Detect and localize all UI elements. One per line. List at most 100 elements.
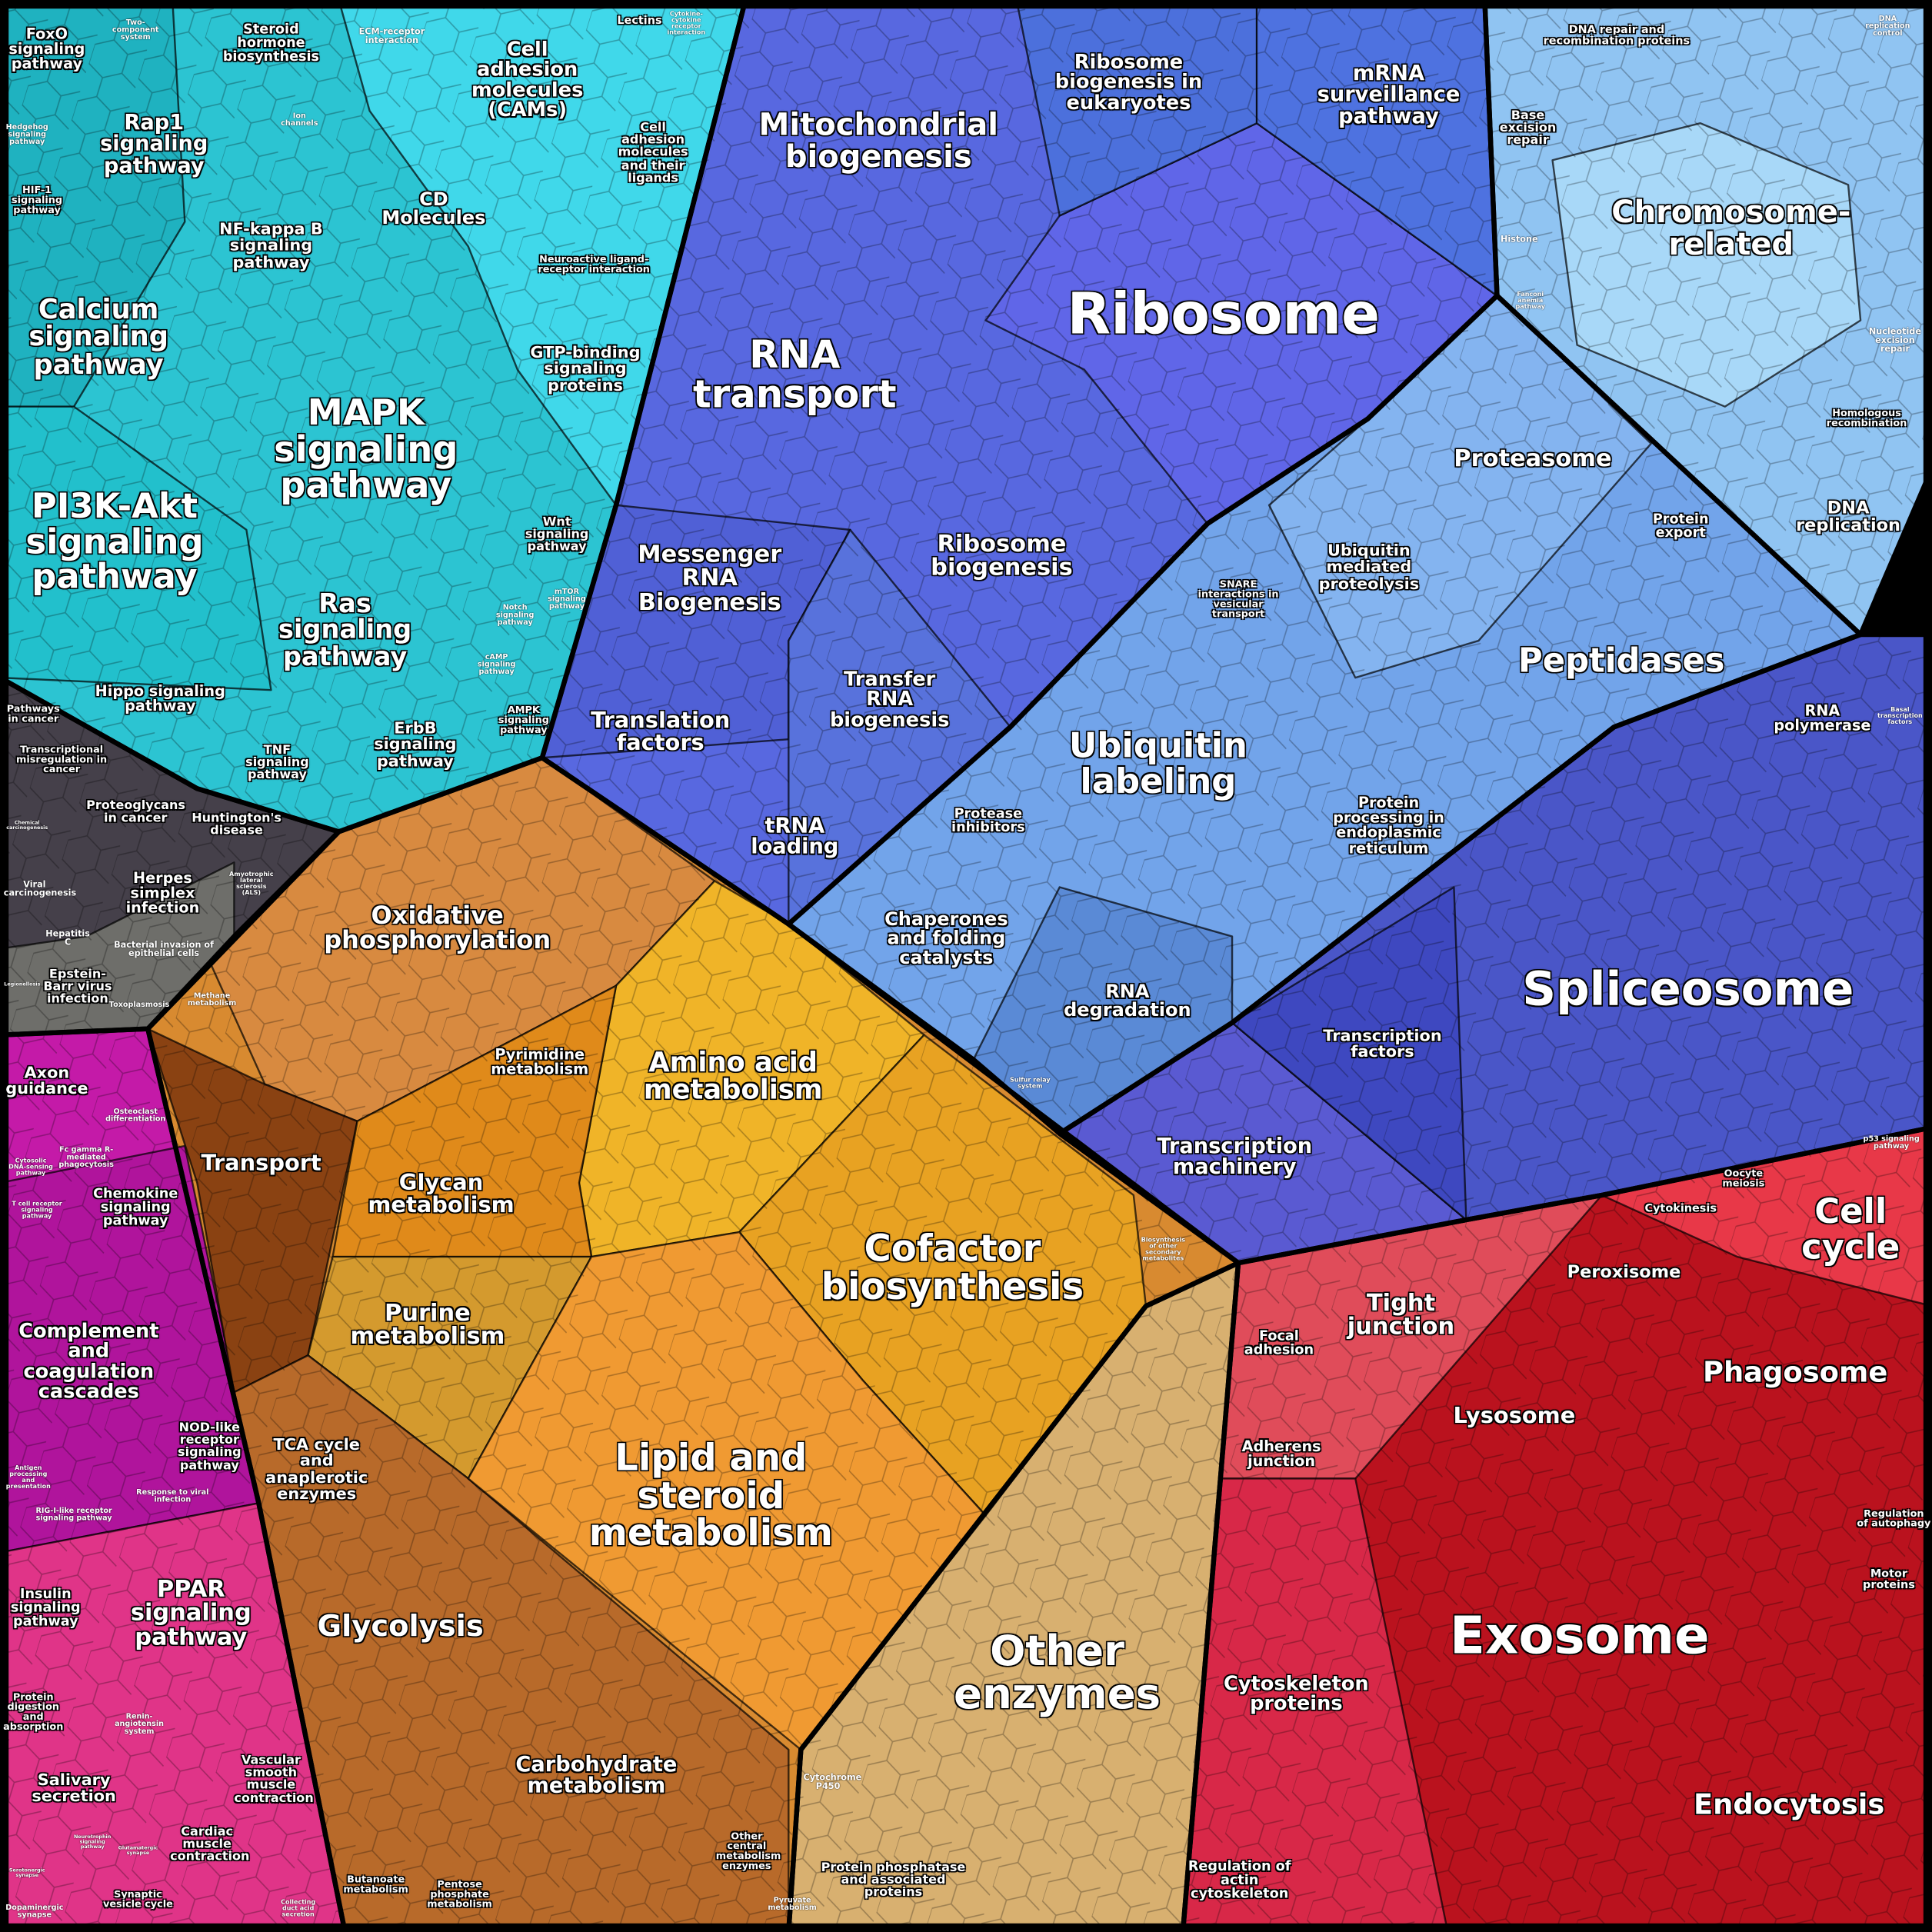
pathway-label: Chromosome-related — [1611, 194, 1851, 261]
pathway-label: Calcium signaling pathway — [28, 295, 168, 381]
pathway-label: Oocyte meiosis — [1722, 1168, 1765, 1189]
pathway-label: Transport — [201, 1151, 321, 1177]
pathway-label: Transcriptional misregulation in cancer — [16, 744, 108, 775]
pathway-label: TNF signaling pathway — [245, 744, 309, 783]
pathway-label: tRNA loading — [751, 814, 839, 861]
pathway-label: Ion channels — [281, 112, 318, 128]
pathway-label: MAPK signaling pathway — [274, 391, 458, 507]
pathway-label: Cell adhesion molecules and their ligand… — [618, 121, 688, 185]
pathway-label: RIG-I-like receptor signaling pathway — [35, 1507, 112, 1524]
pathway-label: Cytokinesis — [1644, 1203, 1717, 1216]
pathway-label: Pentose phosphate metabolism — [427, 1878, 492, 1910]
pathway-label: Pathways in cancer — [6, 703, 60, 725]
pathway-label: Proteasome — [1454, 445, 1612, 473]
pathway-label: Glutamatergic synapse — [118, 1844, 158, 1856]
pathway-label: Steroid hormone biosynthesis — [222, 21, 320, 65]
pathway-label: Regulation of autophagy — [1857, 1507, 1931, 1530]
pathway-label: Lectins — [617, 15, 662, 28]
pathway-label: TCA cycle and anaplerotic enzymes — [265, 1436, 368, 1504]
pathway-label: Protease inhibitors — [951, 805, 1025, 836]
pathway-label: Fc gamma R-mediated phagocytosis — [58, 1145, 114, 1170]
pathway-label: Protein phosphatase and associated prote… — [821, 1861, 966, 1900]
pathway-label: Cytochrome P450 — [803, 1773, 862, 1792]
pathway-label: Pyruvate metabolism — [768, 1896, 817, 1913]
pathway-label: Ubiquitin mediated proteolysis — [1318, 542, 1420, 594]
pathway-label: Hepatitis C — [45, 928, 90, 948]
pathway-label: Cell cycle — [1801, 1191, 1900, 1267]
pathway-label: Focal adhesion — [1244, 1327, 1314, 1358]
region-border — [786, 1260, 1241, 1932]
pathway-label: Hippo signaling pathway — [95, 682, 225, 715]
pathway-label: Rap1 signaling pathway — [100, 111, 208, 178]
pathway-label: Complement and coagulation cascades — [18, 1318, 159, 1403]
pathway-label: NF-kappa B signaling pathway — [219, 220, 323, 272]
pathway-label: Glycolysis — [317, 1608, 484, 1644]
pathway-label: Base excision repair — [1499, 109, 1557, 148]
pathway-label: DNA repair and recombination proteins — [1543, 24, 1690, 48]
pathway-label: Chaperones and folding catalysts — [884, 908, 1008, 968]
pathway-label: Regulation of actin cytoskeleton — [1188, 1858, 1291, 1902]
pathway-label: Glycan metabolism — [368, 1170, 515, 1219]
pathway-label: Toxoplasmosis — [108, 1000, 170, 1009]
pathway-label: Protein processing in endoplasmic reticu… — [1333, 794, 1444, 857]
pathway-label: Peptidases — [1518, 642, 1725, 681]
pathway-label: Vascular smooth muscle contraction — [234, 1754, 314, 1806]
pathway-label: Osteoclast differentiation — [105, 1108, 166, 1124]
pathway-label: Motor proteins — [1863, 1568, 1915, 1592]
region-border — [1482, 0, 1932, 638]
pathway-label: Protein digestion and absorption — [3, 1691, 64, 1733]
pathway-label: SNARE interactions in vesicular transpor… — [1198, 578, 1279, 621]
pathway-label: Transfer RNA biogenesis — [829, 667, 950, 731]
pathway-label: Chemokine signaling pathway — [93, 1185, 178, 1230]
pathway-label: Butanoate metabolism — [343, 1874, 408, 1895]
pathway-label: Carbohydrate metabolism — [515, 1753, 678, 1799]
pathway-label: Fanconi anemia pathway — [1515, 291, 1545, 311]
pathway-label: Chemical carcinogenesis — [6, 819, 48, 831]
pathway-label: Salivary secretion — [32, 1771, 116, 1807]
pathway-label: cAMP signaling pathway — [477, 652, 516, 677]
pathway-label: Nucleotide excision repair — [1868, 327, 1921, 355]
pathway-label: mTOR signaling pathway — [548, 587, 586, 611]
pathway-label: mRNA surveillance pathway — [1317, 62, 1461, 129]
pathway-label: Lysosome — [1453, 1403, 1576, 1430]
pathway-label: Methane metabolism — [187, 991, 237, 1008]
pathway-label: Synaptic vesicle cycle — [102, 1888, 173, 1910]
pathway-label: Protein export — [1652, 511, 1709, 541]
pathway-label: Ras signaling pathway — [278, 588, 412, 671]
pathway-label: Bacterial invasion of epithelial cells — [114, 940, 214, 959]
pathway-label: AMPK signaling pathway — [498, 704, 549, 736]
pathway-label: Proteoglycans in cancer — [86, 799, 185, 826]
pathway-label: Neurotrophin signaling pathway — [73, 1833, 112, 1850]
pathway-label: Response to viral infection — [136, 1488, 209, 1505]
pathway-label: Herpes simplex infection — [125, 869, 200, 918]
pathway-label: ECM-receptor interaction — [358, 27, 425, 46]
pathway-label: Histone — [1501, 235, 1538, 245]
pathway-label: Mitochondrial biogenesis — [758, 106, 998, 174]
pathway-label: GTP-binding signaling proteins — [530, 344, 641, 395]
pathway-label: Ubiquitin labeling — [1068, 724, 1247, 801]
pathway-label: Two-component system — [112, 18, 159, 42]
pathway-label: Cytoskeleton proteins — [1224, 1671, 1369, 1716]
pathway-label: Wnt signaling pathway — [525, 515, 589, 555]
pathway-label: Purine metabolism — [350, 1299, 505, 1351]
pathway-label: Lipid and steroid metabolism — [588, 1437, 833, 1556]
pathway-label: Tight junction — [1347, 1289, 1455, 1341]
pathway-label: Notch signaling pathway — [495, 603, 535, 628]
pathway-label: Other central metabolism enzymes — [715, 1830, 781, 1872]
pathway-label: Spliceosome — [1522, 961, 1854, 1017]
pathway-label: Huntington's disease — [192, 811, 281, 838]
pathway-label: PPAR signaling pathway — [130, 1575, 251, 1651]
pathway-label: PI3K-Akt signaling pathway — [25, 485, 204, 597]
pathway-label: Transcription factors — [1323, 1027, 1442, 1062]
pathway-label: Ribosome biogenesis in eukaryotes — [1054, 49, 1203, 114]
pathway-label: RNA polymerase — [1774, 701, 1871, 734]
pathway-label: Ribosome biogenesis — [931, 530, 1073, 582]
pathway-label: RNA transport — [693, 333, 897, 417]
pathway-label: CD Molecules — [381, 188, 486, 229]
pathway-label: Amyotrophic lateral sclerosis (ALS) — [229, 871, 274, 898]
pathway-label: Renin-angiotensin system — [115, 1712, 164, 1737]
